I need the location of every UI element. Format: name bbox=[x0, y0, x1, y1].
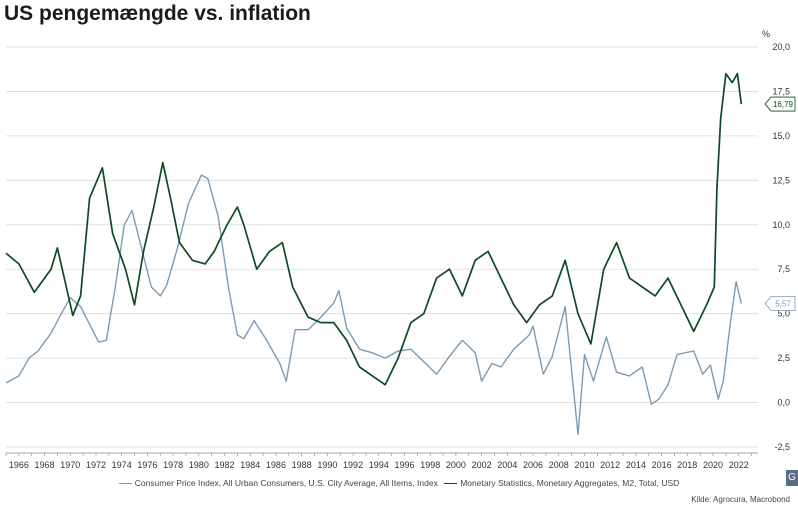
x-tick-label: 2014 bbox=[626, 460, 646, 470]
chart-title: US pengemængde vs. inflation bbox=[4, 2, 311, 25]
legend-swatch-cpi bbox=[118, 483, 132, 485]
y-tick-label: 7,5 bbox=[777, 264, 790, 274]
series-end-labels: 5,57 16,79 bbox=[764, 96, 796, 311]
y-tick-label: 10,0 bbox=[772, 220, 790, 230]
y-tick-label: 20,0 bbox=[772, 42, 790, 52]
x-tick-label: 1982 bbox=[215, 460, 235, 470]
x-tick-label: 2008 bbox=[549, 460, 569, 470]
x-tick-label: 1990 bbox=[317, 460, 337, 470]
x-tick-label: 1974 bbox=[112, 460, 132, 470]
legend-label-cpi: Consumer Price Index, All Urban Consumer… bbox=[134, 478, 438, 488]
grid-lines bbox=[6, 46, 758, 448]
x-tick-label: 1992 bbox=[343, 460, 363, 470]
x-tick-label: 1994 bbox=[369, 460, 389, 470]
y-tick-label: 2,5 bbox=[777, 353, 790, 363]
x-tick-label: 2022 bbox=[729, 460, 749, 470]
x-tick-label: 2020 bbox=[703, 460, 723, 470]
x-tick-label: 1978 bbox=[163, 460, 183, 470]
x-tick-label: 2010 bbox=[574, 460, 594, 470]
x-tick-label: 2004 bbox=[497, 460, 517, 470]
y-tick-label: 5,0 bbox=[777, 309, 790, 319]
plot-lines bbox=[5, 72, 743, 436]
corner-badge: G bbox=[786, 470, 798, 486]
legend-item-cpi: Consumer Price Index, All Urban Consumer… bbox=[118, 478, 438, 488]
x-tick-label: 1980 bbox=[189, 460, 209, 470]
x-tick-label: 1972 bbox=[86, 460, 106, 470]
end-label-box bbox=[764, 296, 796, 311]
x-tick-label: 2012 bbox=[600, 460, 620, 470]
legend-item-m2: Monetary Statistics, Monetary Aggregates… bbox=[444, 478, 679, 488]
x-tick-label: 1966 bbox=[9, 460, 29, 470]
y-tick-label: 12,5 bbox=[772, 175, 790, 185]
legend-label-m2: Monetary Statistics, Monetary Aggregates… bbox=[460, 478, 680, 488]
source-note: Kilde: Agrocura, Macrobond bbox=[691, 495, 790, 504]
x-tick-label: 1998 bbox=[420, 460, 440, 470]
x-tick-label: 1986 bbox=[266, 460, 286, 470]
y-tick-label: 15,0 bbox=[772, 131, 790, 141]
y-tick-label: -2,5 bbox=[774, 442, 790, 452]
end-label-text: 5,57 bbox=[775, 300, 791, 309]
y-tick-label: 17,5 bbox=[772, 86, 790, 96]
legend: Consumer Price Index, All Urban Consumer… bbox=[0, 478, 798, 488]
end-label-text: 16,79 bbox=[773, 100, 794, 109]
legend-swatch-m2 bbox=[444, 483, 458, 485]
series-line-cpi bbox=[5, 174, 742, 436]
x-axis: 1966 1968 1970 1972 1974 1976 1978 1980 1982 1984… bbox=[5, 452, 758, 470]
x-tick-label: 1976 bbox=[137, 460, 157, 470]
y-axis-unit-label: % bbox=[762, 29, 770, 39]
x-tick-label: 2000 bbox=[446, 460, 466, 470]
y-tick-label: 0,0 bbox=[777, 398, 790, 408]
x-tick-label: 2016 bbox=[652, 460, 672, 470]
x-tick-label: 2002 bbox=[472, 460, 492, 470]
end-label-box bbox=[764, 96, 796, 112]
x-tick-label: 2006 bbox=[523, 460, 543, 470]
y-tick-labels: -2,5 0,0 2,5 5,0 7,5 10,0 12,5 15,0 17,5 20,0 bbox=[772, 42, 790, 452]
series-line-m2 bbox=[5, 72, 743, 386]
x-tick-label: 1996 bbox=[394, 460, 414, 470]
x-tick-label: 1970 bbox=[60, 460, 80, 470]
x-tick-label: 1968 bbox=[35, 460, 55, 470]
x-tick-label: 1984 bbox=[240, 460, 260, 470]
x-tick-label: 1988 bbox=[292, 460, 312, 470]
x-tick-label: 2018 bbox=[677, 460, 697, 470]
